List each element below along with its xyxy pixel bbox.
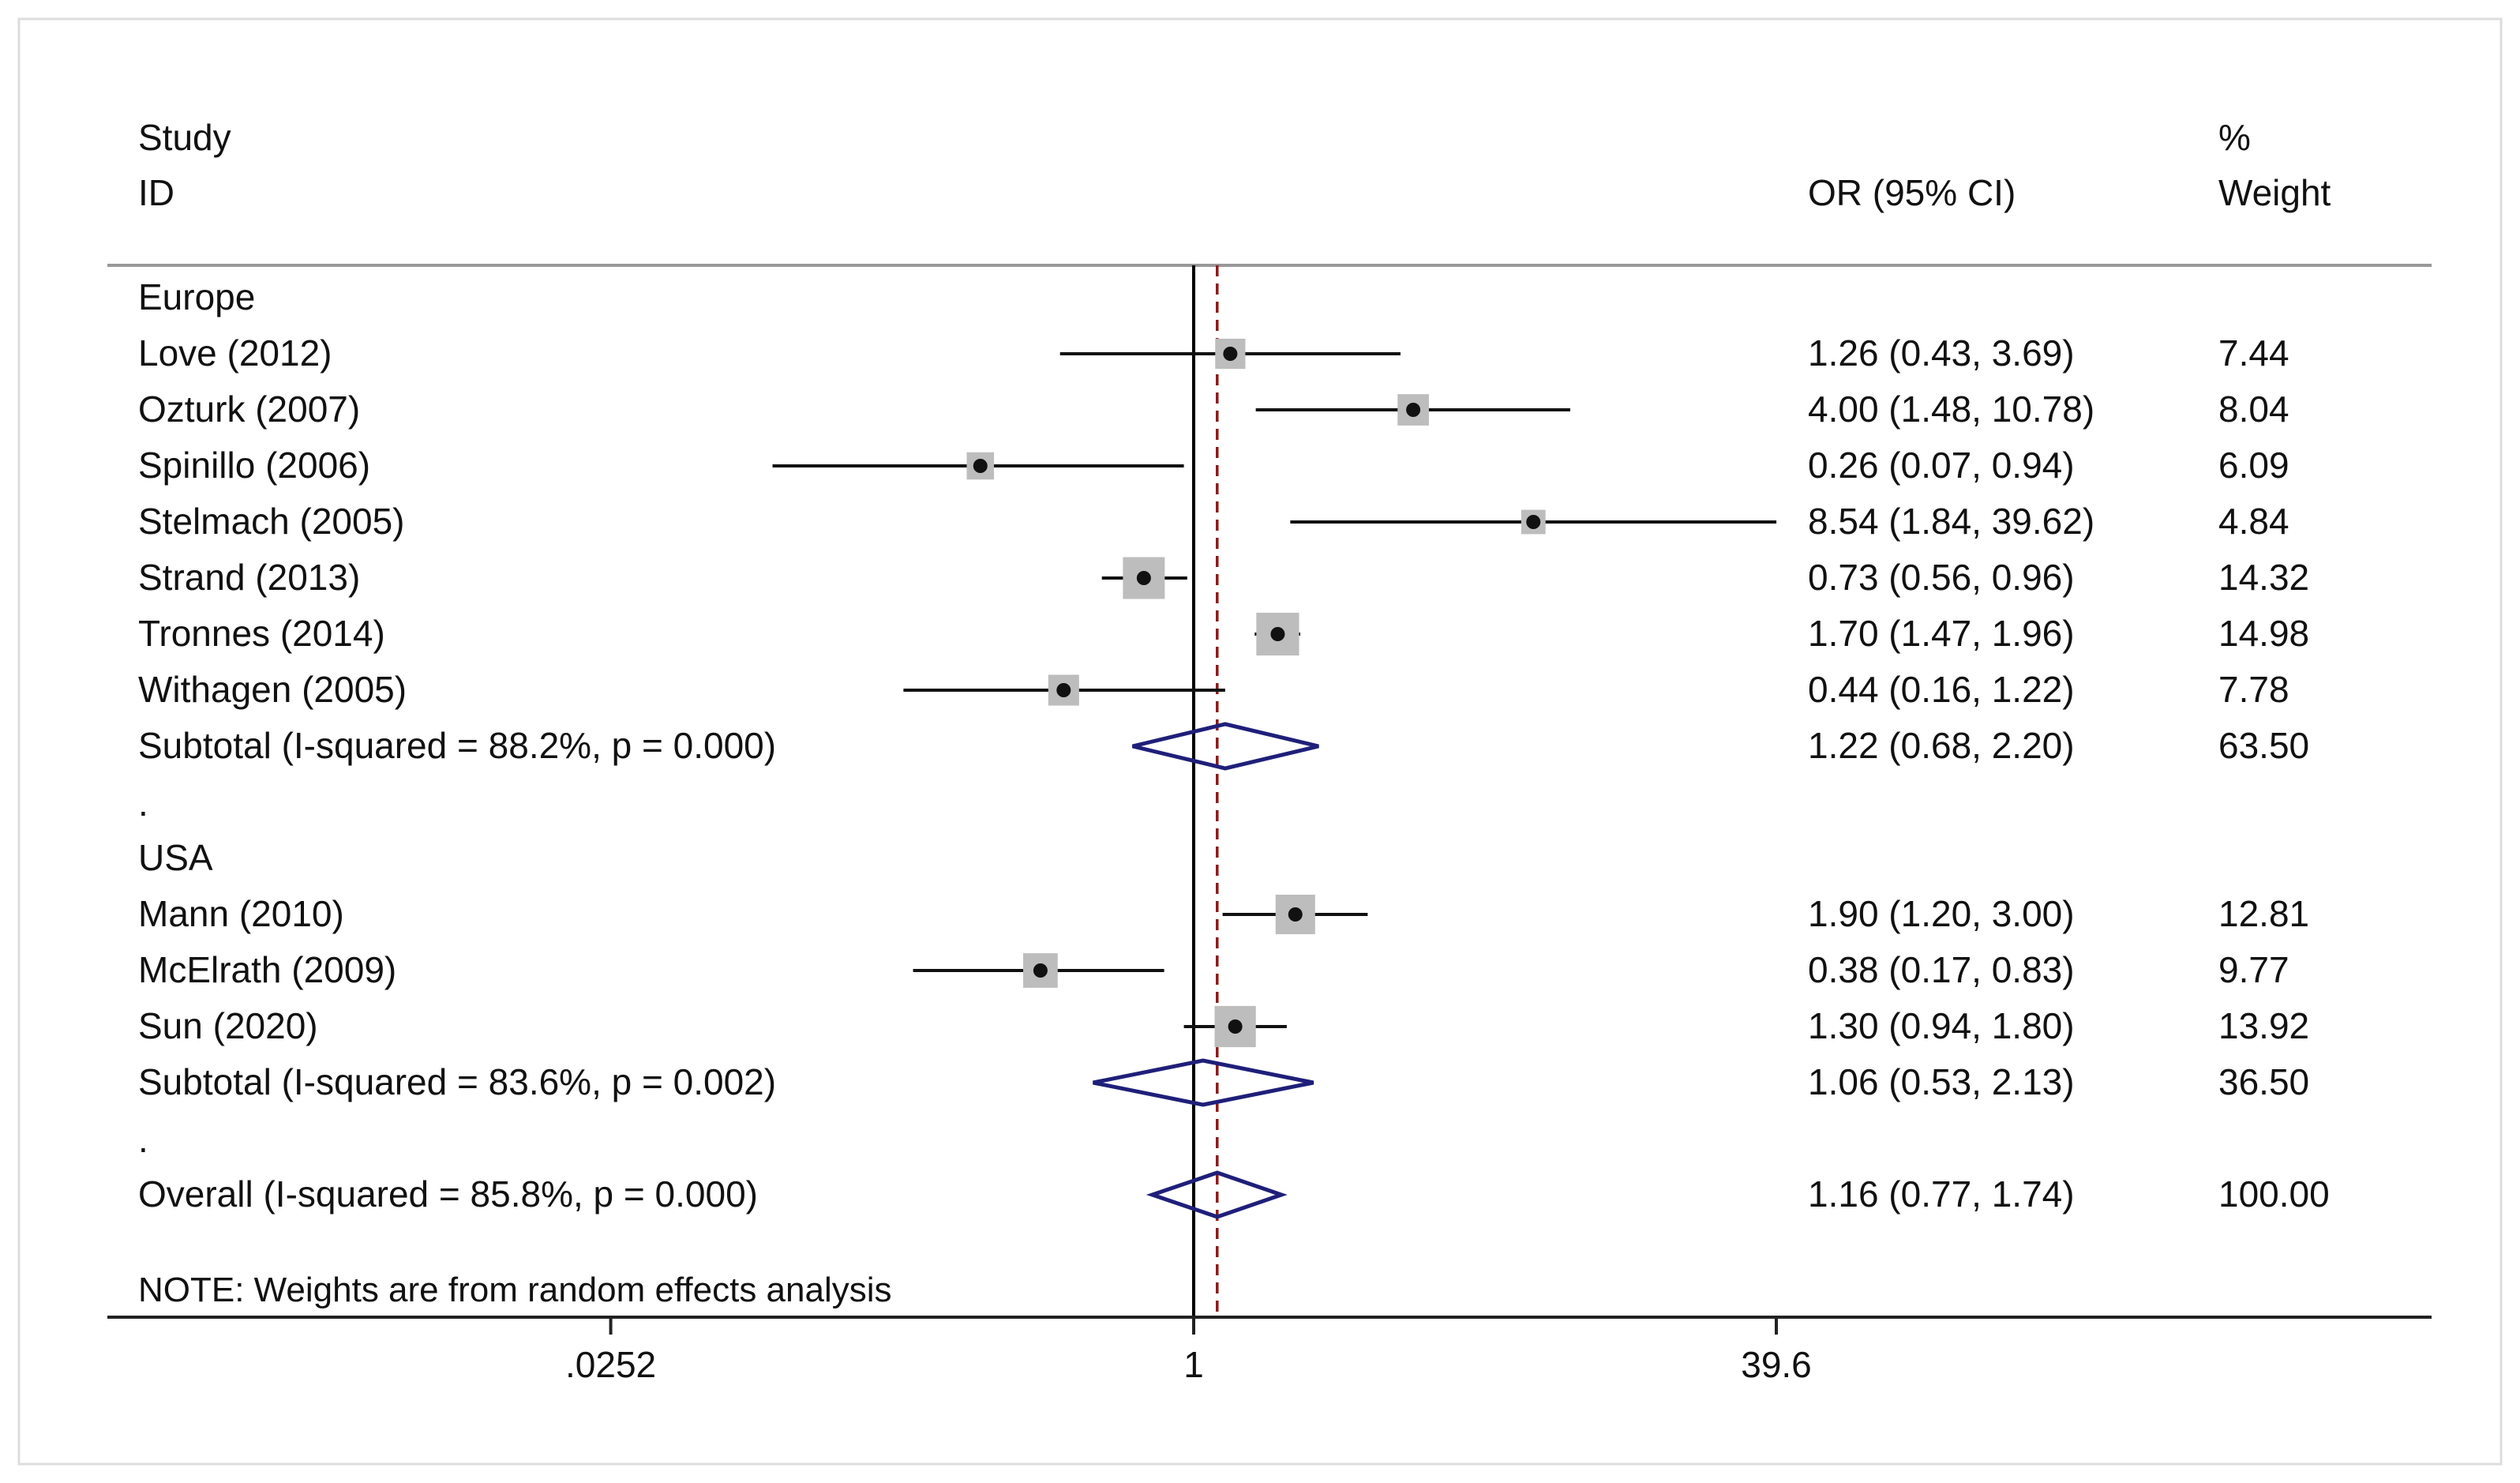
weight-label: 14.98 xyxy=(2218,613,2309,654)
study-label: Ozturk (2007) xyxy=(138,389,360,430)
study-label: Sun (2020) xyxy=(138,1005,318,1046)
point-estimate xyxy=(1223,347,1238,361)
study-label: McElrath (2009) xyxy=(138,949,396,990)
study-label: Stelmach (2005) xyxy=(138,501,405,542)
header-weight: Weight xyxy=(2218,172,2331,213)
separator-dot: . xyxy=(138,783,148,824)
study-label: Spinillo (2006) xyxy=(138,445,370,486)
effect-ci-label: 0.38 (0.17, 0.83) xyxy=(1808,949,2075,990)
weight-label: 7.78 xyxy=(2218,669,2289,710)
point-estimate xyxy=(1270,627,1285,641)
note-text: NOTE: Weights are from random effects an… xyxy=(138,1271,892,1309)
study-label: Tronnes (2014) xyxy=(138,613,385,654)
effect-ci-label: 0.44 (0.16, 1.22) xyxy=(1808,669,2075,710)
subtotal-diamond-weight-label: 36.50 xyxy=(2218,1061,2309,1102)
point-estimate xyxy=(1406,403,1421,417)
weight-label: 8.04 xyxy=(2218,389,2289,430)
effect-ci-label: 1.30 (0.94, 1.80) xyxy=(1808,1005,2075,1046)
group-label: Europe xyxy=(138,276,255,317)
weight-label: 14.32 xyxy=(2218,557,2309,598)
effect-ci-label: 0.73 (0.56, 0.96) xyxy=(1808,557,2075,598)
subtotal-diamond-label: Subtotal (I-squared = 88.2%, p = 0.000) xyxy=(138,725,776,766)
study-label: Love (2012) xyxy=(138,332,332,374)
separator-dot: . xyxy=(138,1119,148,1160)
x-tick-label: 39.6 xyxy=(1741,1344,1812,1385)
subtotal-diamond-label: Subtotal (I-squared = 83.6%, p = 0.002) xyxy=(138,1061,776,1102)
weight-label: 12.81 xyxy=(2218,893,2309,934)
header-effect: OR (95% CI) xyxy=(1808,172,2016,213)
subtotal-diamond-weight-label: 63.50 xyxy=(2218,725,2309,766)
overall-diamond xyxy=(1146,1170,1288,1219)
study-label: Strand (2013) xyxy=(138,557,360,598)
chart-border xyxy=(17,17,2503,1466)
header-id: ID xyxy=(138,172,174,213)
point-estimate xyxy=(1056,683,1071,697)
point-estimate xyxy=(1526,515,1541,529)
point-estimate xyxy=(973,459,988,473)
study-label: Mann (2010) xyxy=(138,893,344,934)
weight-label: 9.77 xyxy=(2218,949,2289,990)
effect-ci-label: 1.70 (1.47, 1.96) xyxy=(1808,613,2075,654)
point-estimate xyxy=(1228,1019,1243,1034)
subtotal-diamond-ci-label: 1.22 (0.68, 2.20) xyxy=(1808,725,2075,766)
overall-diamond-weight-label: 100.00 xyxy=(2218,1173,2330,1215)
point-estimate xyxy=(1136,571,1151,585)
effect-ci-label: 0.26 (0.07, 0.94) xyxy=(1808,445,2075,486)
weight-label: 13.92 xyxy=(2218,1005,2309,1046)
weight-label: 7.44 xyxy=(2218,332,2289,374)
header-study: Study xyxy=(138,117,231,158)
effect-ci-label: 8.54 (1.84, 39.62) xyxy=(1808,501,2094,542)
subtotal-diamond xyxy=(1093,1058,1314,1107)
weight-label: 6.09 xyxy=(2218,445,2289,486)
overall-diamond-label: Overall (I-squared = 85.8%, p = 0.000) xyxy=(138,1173,758,1215)
header-percent: % xyxy=(2218,117,2251,158)
group-label: USA xyxy=(138,837,213,878)
effect-ci-label: 4.00 (1.48, 10.78) xyxy=(1808,389,2094,430)
point-estimate xyxy=(1288,907,1303,922)
x-tick-label: 1 xyxy=(1183,1344,1204,1385)
weight-label: 4.84 xyxy=(2218,501,2289,542)
point-estimate xyxy=(1033,963,1048,978)
study-label: Withagen (2005) xyxy=(138,669,407,710)
effect-ci-label: 1.26 (0.43, 3.69) xyxy=(1808,332,2075,374)
x-tick-label: .0252 xyxy=(565,1344,656,1385)
overall-diamond-ci-label: 1.16 (0.77, 1.74) xyxy=(1808,1173,2075,1215)
subtotal-diamond-ci-label: 1.06 (0.53, 2.13) xyxy=(1808,1061,2075,1102)
subtotal-diamond xyxy=(1132,722,1319,771)
effect-ci-label: 1.90 (1.20, 3.00) xyxy=(1808,893,2075,934)
